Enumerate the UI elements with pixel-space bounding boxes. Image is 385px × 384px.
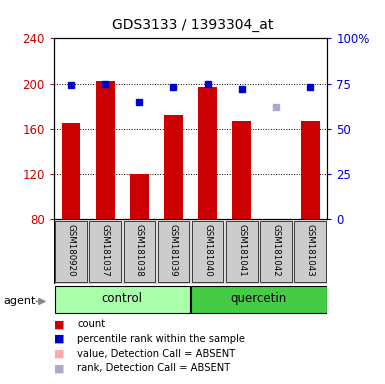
Bar	[301, 121, 320, 219]
Text: ■: ■	[54, 363, 64, 373]
Bar	[233, 121, 251, 219]
FancyBboxPatch shape	[55, 221, 87, 282]
Text: quercetin: quercetin	[231, 292, 287, 305]
Text: agent: agent	[4, 296, 36, 306]
Text: GSM181041: GSM181041	[237, 224, 246, 276]
FancyBboxPatch shape	[124, 221, 155, 282]
Text: GSM181043: GSM181043	[306, 224, 315, 276]
FancyBboxPatch shape	[295, 221, 326, 282]
Text: GSM181039: GSM181039	[169, 224, 178, 276]
Text: GSM180920: GSM180920	[67, 224, 75, 276]
Text: count: count	[77, 319, 105, 329]
Bar	[198, 87, 217, 219]
Bar	[96, 81, 115, 219]
Text: GSM181040: GSM181040	[203, 224, 212, 276]
Text: GSM181042: GSM181042	[271, 224, 281, 276]
Text: rank, Detection Call = ABSENT: rank, Detection Call = ABSENT	[77, 363, 230, 373]
FancyBboxPatch shape	[54, 219, 327, 284]
Text: GSM181038: GSM181038	[135, 224, 144, 276]
Text: ■: ■	[54, 319, 64, 329]
Text: ■: ■	[54, 349, 64, 359]
Text: GSM181037: GSM181037	[100, 224, 110, 276]
Text: control: control	[102, 292, 143, 305]
FancyBboxPatch shape	[226, 221, 258, 282]
Bar	[62, 123, 80, 219]
FancyBboxPatch shape	[158, 221, 189, 282]
FancyBboxPatch shape	[192, 221, 223, 282]
Text: ■: ■	[54, 334, 64, 344]
Text: GDS3133 / 1393304_at: GDS3133 / 1393304_at	[112, 18, 273, 32]
FancyBboxPatch shape	[55, 286, 190, 313]
Text: value, Detection Call = ABSENT: value, Detection Call = ABSENT	[77, 349, 235, 359]
Bar	[164, 115, 183, 219]
FancyBboxPatch shape	[89, 221, 121, 282]
FancyBboxPatch shape	[260, 221, 292, 282]
Text: percentile rank within the sample: percentile rank within the sample	[77, 334, 245, 344]
FancyBboxPatch shape	[191, 286, 326, 313]
Bar	[130, 174, 149, 219]
